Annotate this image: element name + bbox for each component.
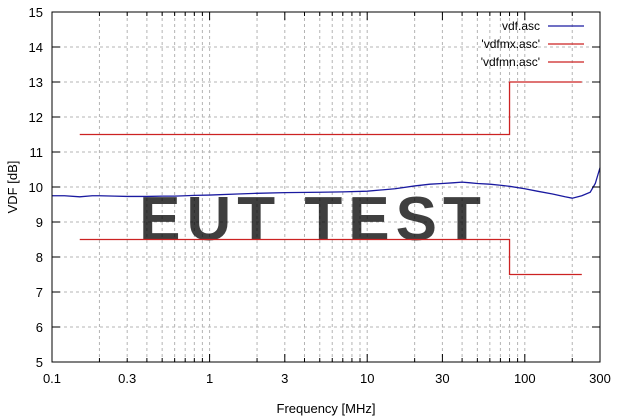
series-line-0 xyxy=(52,167,601,199)
y-tick-labels: 5 6 7 8 9 10 11 12 13 14 15 xyxy=(29,5,43,370)
tick-marks xyxy=(51,11,601,363)
y-tick-label: 11 xyxy=(30,145,44,160)
y-tick-label: 10 xyxy=(29,180,43,195)
y-tick-label: 8 xyxy=(36,250,43,265)
x-tick-label: 0.1 xyxy=(43,371,61,386)
y-tick-label: 7 xyxy=(36,285,43,300)
y-tick-label: 14 xyxy=(29,40,43,55)
legend: vdf.asc 'vdfmx.asc' 'vdfmn.asc' xyxy=(481,19,584,69)
x-tick-label: 0.3 xyxy=(118,371,136,386)
series-line-1 xyxy=(79,81,582,136)
y-tick-label: 13 xyxy=(29,75,43,90)
y-axis-label: VDF [dB] xyxy=(5,161,20,214)
y-tick-label: 12 xyxy=(29,110,43,125)
watermark-layer: EUT TEST xyxy=(139,185,487,254)
y-tick-label: 9 xyxy=(36,215,43,230)
x-axis-label: Frequency [MHz] xyxy=(277,401,376,416)
x-tick-label: 100 xyxy=(514,371,536,386)
x-tick-label: 30 xyxy=(435,371,449,386)
legend-label: 'vdfmn.asc' xyxy=(481,55,540,69)
x-tick-label: 3 xyxy=(281,371,288,386)
y-tick-label: 5 xyxy=(36,355,43,370)
x-tick-labels: 0.1 0.3 1 3 10 30 100 300 xyxy=(43,371,611,386)
y-tick-label: 6 xyxy=(36,320,43,335)
x-tick-label: 300 xyxy=(589,371,611,386)
grid-lines xyxy=(52,12,600,362)
watermark-text: EUT TEST xyxy=(139,185,487,254)
series-line-2 xyxy=(79,238,582,276)
x-tick-label: 10 xyxy=(360,371,374,386)
x-tick-label: 1 xyxy=(206,371,213,386)
series-layer xyxy=(52,81,601,276)
legend-label: vdf.asc xyxy=(502,19,540,33)
legend-label: 'vdfmx.asc' xyxy=(481,37,540,51)
y-tick-label: 15 xyxy=(29,5,43,20)
